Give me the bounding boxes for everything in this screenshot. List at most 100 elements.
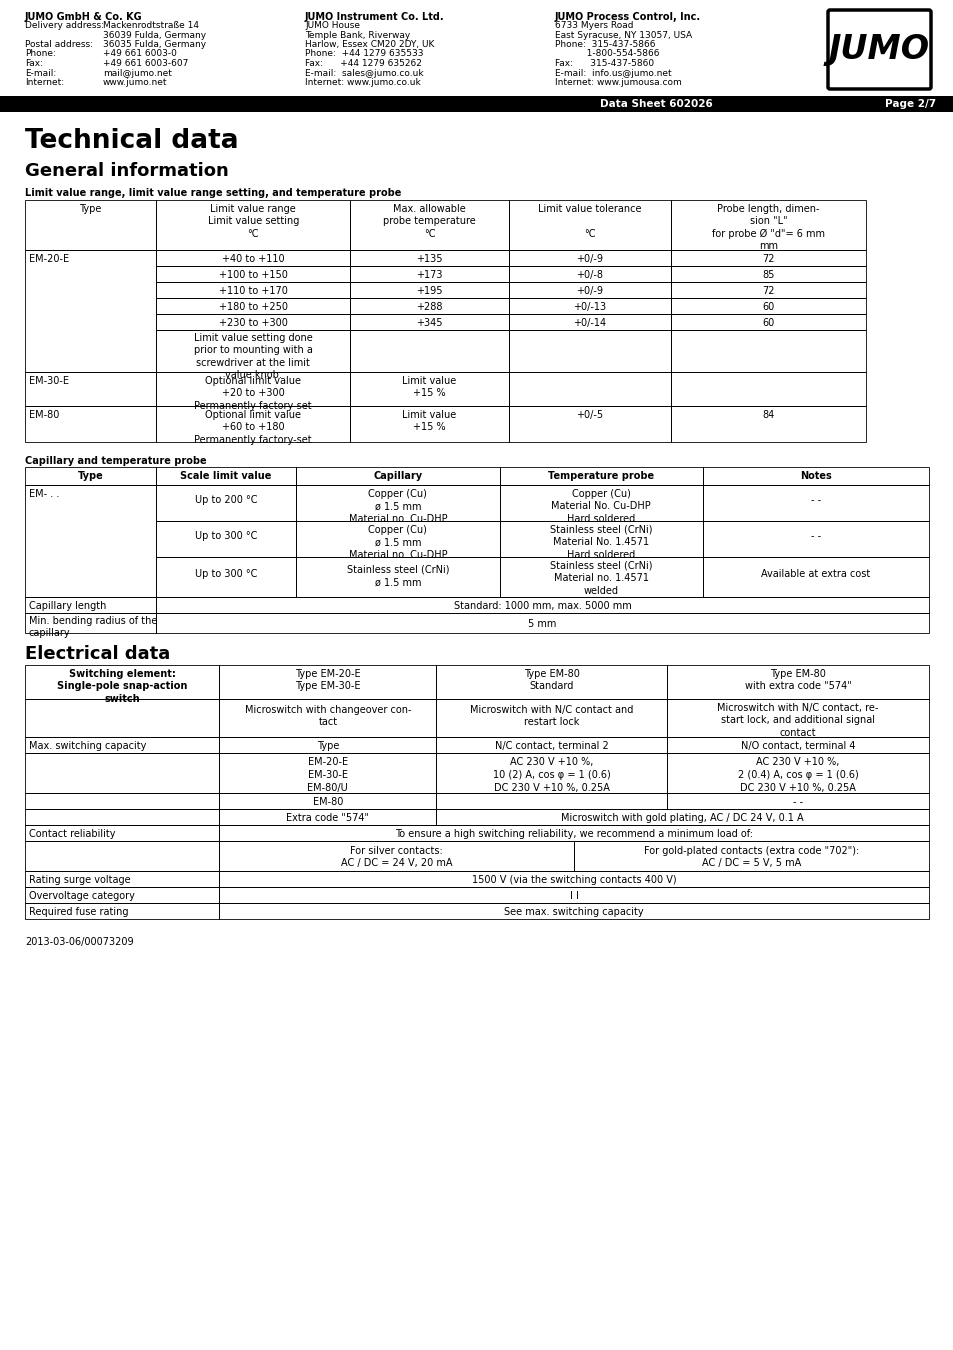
Text: Max. allowable
probe temperature
°C: Max. allowable probe temperature °C: [383, 204, 476, 239]
Text: JUMO Instrument Co. Ltd.: JUMO Instrument Co. Ltd.: [305, 12, 444, 22]
Text: Type EM-80
with extra code "574": Type EM-80 with extra code "574": [743, 670, 850, 691]
Text: Fax:      +44 1279 635262: Fax: +44 1279 635262: [305, 59, 421, 68]
Bar: [25, 753, 219, 792]
Text: Up to 300 °C: Up to 300 °C: [194, 531, 257, 541]
Bar: [156, 266, 350, 282]
Text: Notes: Notes: [800, 471, 831, 481]
Bar: [0, 96, 953, 112]
Text: Type EM-80
Standard: Type EM-80 Standard: [523, 670, 578, 691]
Bar: [219, 792, 436, 809]
Bar: [25, 666, 219, 699]
Text: Fax:: Fax:: [25, 59, 43, 68]
Text: mail@jumo.net: mail@jumo.net: [103, 69, 172, 77]
Bar: [508, 315, 671, 329]
Text: Microswitch with N/C contact, re-
start lock, and additional signal
contact: Microswitch with N/C contact, re- start …: [717, 703, 878, 738]
Text: EM-30-E: EM-30-E: [29, 377, 69, 386]
Text: Temperature probe: Temperature probe: [548, 471, 654, 481]
Text: Capillary length: Capillary length: [29, 601, 107, 612]
Text: Microswitch with gold plating, AC / DC 24 V, 0.1 A: Microswitch with gold plating, AC / DC 2…: [560, 813, 803, 823]
Bar: [574, 841, 928, 871]
Bar: [156, 315, 350, 329]
Bar: [671, 373, 864, 406]
Bar: [156, 597, 928, 613]
Text: Microswitch with N/C contact and
restart lock: Microswitch with N/C contact and restart…: [470, 705, 633, 728]
Text: Optional limit value
+20 to +300
Permanently factory-set: Optional limit value +20 to +300 Permane…: [194, 377, 312, 410]
Text: Overvoltage category: Overvoltage category: [29, 891, 134, 900]
Text: Postal address:: Postal address:: [25, 40, 92, 49]
Text: Type: Type: [77, 471, 103, 481]
Bar: [671, 298, 864, 315]
Bar: [350, 406, 508, 441]
Text: 1500 V (via the switching contacts 400 V): 1500 V (via the switching contacts 400 V…: [472, 875, 676, 886]
Bar: [436, 737, 666, 753]
Bar: [25, 200, 156, 250]
Bar: [666, 666, 928, 699]
Text: Capillary: Capillary: [373, 471, 422, 481]
Text: www.jumo.net: www.jumo.net: [103, 78, 168, 86]
FancyBboxPatch shape: [827, 9, 930, 89]
Text: Type EM-20-E
Type EM-30-E: Type EM-20-E Type EM-30-E: [294, 670, 360, 691]
Text: 84: 84: [761, 410, 774, 420]
Bar: [156, 558, 295, 597]
Text: Optional limit value
+60 to +180
Permanently factory-set: Optional limit value +60 to +180 Permane…: [194, 410, 312, 444]
Text: +230 to +300: +230 to +300: [218, 319, 288, 328]
Text: East Syracuse, NY 13057, USA: East Syracuse, NY 13057, USA: [555, 31, 691, 39]
Text: Data Sheet 602026: Data Sheet 602026: [599, 99, 712, 109]
Text: Capillary and temperature probe: Capillary and temperature probe: [25, 456, 207, 466]
Bar: [156, 329, 350, 373]
Text: General information: General information: [25, 162, 229, 180]
Bar: [436, 753, 666, 792]
Bar: [156, 613, 928, 633]
Text: Phone:: Phone:: [25, 50, 56, 58]
Bar: [671, 250, 864, 266]
Text: +195: +195: [416, 286, 442, 296]
Text: To ensure a high switching reliability, we recommend a minimum load of:: To ensure a high switching reliability, …: [395, 829, 752, 838]
Text: JUMO: JUMO: [828, 32, 929, 66]
Text: +49 661 6003-607: +49 661 6003-607: [103, 59, 188, 68]
Bar: [350, 373, 508, 406]
Text: +180 to +250: +180 to +250: [218, 302, 288, 312]
Text: Switching element:
Single-pole snap-action
switch: Switching element: Single-pole snap-acti…: [57, 670, 187, 703]
Bar: [666, 666, 928, 699]
Bar: [350, 329, 508, 373]
Bar: [671, 282, 864, 298]
Text: Page 2/7: Page 2/7: [884, 99, 935, 109]
Bar: [295, 521, 499, 558]
Bar: [295, 467, 499, 485]
Bar: [350, 315, 508, 329]
Text: 36035 Fulda, Germany: 36035 Fulda, Germany: [103, 40, 206, 49]
Bar: [671, 329, 864, 373]
Text: 1-800-554-5866: 1-800-554-5866: [555, 50, 659, 58]
Text: For silver contacts:
AC / DC = 24 V, 20 mA: For silver contacts: AC / DC = 24 V, 20 …: [340, 846, 452, 868]
Text: 36039 Fulda, Germany: 36039 Fulda, Germany: [103, 31, 206, 39]
Text: Stainless steel (CrNi)
Material no. 1.4571
welded: Stainless steel (CrNi) Material no. 1.45…: [550, 562, 652, 595]
Bar: [25, 373, 156, 406]
Text: +100 to +150: +100 to +150: [218, 270, 288, 279]
Bar: [156, 373, 350, 406]
Text: EM-20-E: EM-20-E: [29, 254, 69, 265]
Text: Fax:      315-437-5860: Fax: 315-437-5860: [555, 59, 654, 68]
Text: Max. switching capacity: Max. switching capacity: [29, 741, 146, 751]
Text: Mackenrodtstraße 14: Mackenrodtstraße 14: [103, 22, 199, 30]
Text: +110 to +170: +110 to +170: [218, 286, 288, 296]
Text: 85: 85: [761, 270, 774, 279]
Text: 72: 72: [761, 286, 774, 296]
Bar: [219, 666, 436, 699]
Bar: [156, 200, 350, 250]
Text: Limit value tolerance

°C: Limit value tolerance °C: [537, 204, 641, 239]
Text: Delivery address:: Delivery address:: [25, 22, 104, 30]
Text: +0/-5: +0/-5: [576, 410, 603, 420]
Bar: [25, 200, 156, 250]
Bar: [295, 485, 499, 521]
Text: Rating surge voltage: Rating surge voltage: [29, 875, 131, 886]
Text: Harlow, Essex CM20 2DY, UK: Harlow, Essex CM20 2DY, UK: [305, 40, 434, 49]
Text: EM-80: EM-80: [29, 410, 59, 420]
Bar: [508, 373, 671, 406]
Bar: [219, 666, 436, 699]
Bar: [25, 250, 156, 373]
Bar: [156, 521, 295, 558]
Text: +288: +288: [416, 302, 442, 312]
Text: Required fuse rating: Required fuse rating: [29, 907, 129, 917]
Bar: [219, 809, 436, 825]
Text: N/O contact, terminal 4: N/O contact, terminal 4: [740, 741, 854, 751]
